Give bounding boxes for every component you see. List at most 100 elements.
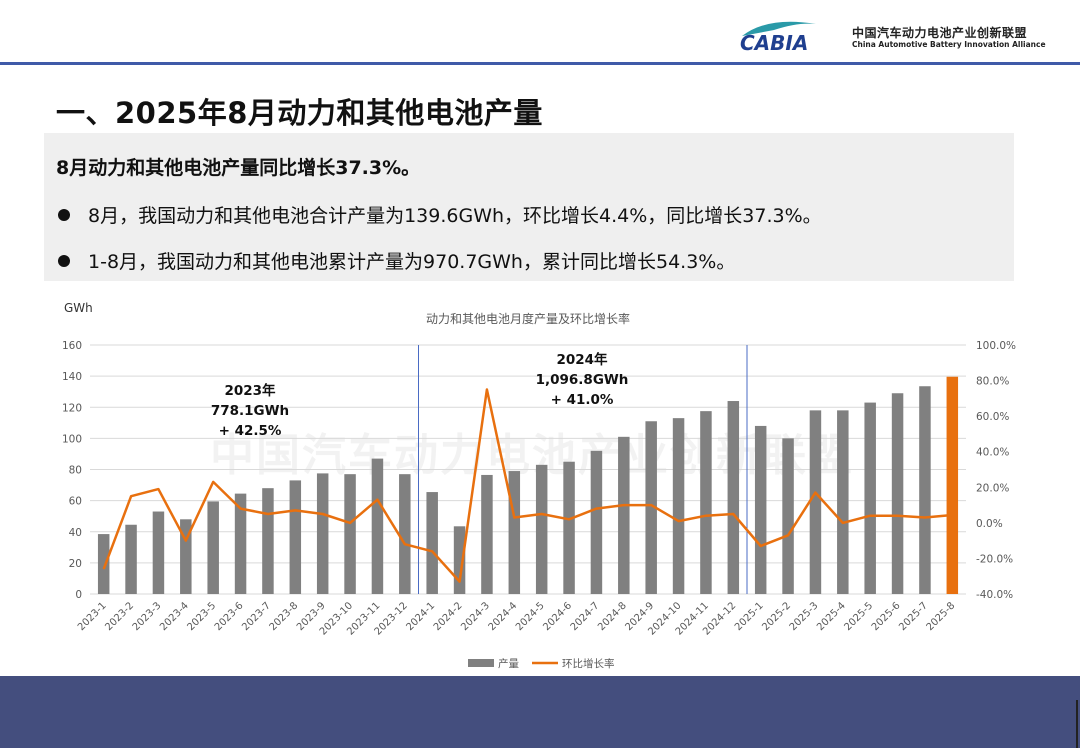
bar bbox=[946, 376, 959, 594]
annotation-year: 2024年 bbox=[556, 351, 608, 368]
y2-tick-label: 80.0% bbox=[976, 376, 1009, 388]
bar bbox=[645, 421, 657, 594]
y2-tick-label: 20.0% bbox=[976, 482, 1009, 494]
legend-bar-label: 产量 bbox=[498, 657, 519, 670]
x-tick-label: 2025-5 bbox=[842, 600, 875, 633]
y2-tick-label: 40.0% bbox=[976, 447, 1009, 459]
annotation-growth: + 42.5% bbox=[219, 423, 282, 439]
annotation-growth: + 41.0% bbox=[551, 392, 614, 408]
bullet-dot bbox=[58, 254, 70, 267]
bar bbox=[782, 438, 794, 594]
y-axis-label: GWh bbox=[64, 301, 93, 315]
x-tick-label: 2025-7 bbox=[897, 600, 930, 633]
bar bbox=[399, 474, 411, 594]
production-chart: 中国汽车动力电池产业创新联盟020406080100120140160-40.0… bbox=[62, 301, 1016, 670]
summary-headline: 8月动力和其他电池产量同比增长37.3%。 bbox=[56, 157, 421, 179]
y2-tick-label: 0.0% bbox=[976, 518, 1003, 530]
x-tick-label: 2024-7 bbox=[569, 600, 602, 633]
bullet-text: 1-8月，我国动力和其他电池累计产量为970.7GWh，累计同比增长54.3%。 bbox=[88, 251, 736, 273]
bar bbox=[754, 425, 767, 594]
bar bbox=[891, 393, 904, 594]
bar bbox=[262, 488, 274, 594]
bar bbox=[919, 386, 931, 594]
y-tick-label: 40 bbox=[69, 527, 82, 539]
x-tick-label: 2024-1 bbox=[404, 600, 437, 633]
growth-line bbox=[102, 388, 953, 583]
cabia-logo: CABIA bbox=[740, 21, 816, 54]
bar bbox=[809, 410, 822, 594]
y-tick-label: 80 bbox=[69, 465, 82, 477]
x-tick-label: 2024-3 bbox=[459, 600, 492, 633]
bar bbox=[535, 464, 548, 594]
y-tick-label: 160 bbox=[62, 340, 82, 352]
bar bbox=[152, 511, 165, 594]
x-tick-label: 2023-7 bbox=[240, 600, 273, 633]
bar bbox=[563, 461, 575, 594]
summary-bullet: 8月，我国动力和其他电池合计产量为139.6GWh，环比增长4.4%，同比增长3… bbox=[56, 201, 822, 228]
x-tick-label: 2023-3 bbox=[131, 600, 164, 633]
legend-line-label: 环比增长率 bbox=[562, 657, 615, 670]
y-tick-label: 100 bbox=[62, 433, 82, 445]
bar bbox=[508, 471, 521, 594]
footer-bar bbox=[0, 676, 1080, 748]
bar bbox=[727, 401, 740, 594]
x-tick-label: 2023-6 bbox=[213, 600, 246, 633]
x-tick-label: 2025-2 bbox=[760, 600, 793, 633]
annotation-total: 1,096.8GWh bbox=[536, 372, 629, 388]
x-tick-label: 2023-2 bbox=[103, 600, 136, 633]
bar bbox=[453, 526, 466, 594]
org-name-cn: 中国汽车动力电池产业创新联盟 bbox=[852, 26, 1028, 40]
y-tick-label: 0 bbox=[75, 589, 82, 601]
y2-tick-label: -20.0% bbox=[976, 553, 1013, 565]
bar bbox=[426, 492, 438, 594]
x-tick-label: 2024-8 bbox=[596, 600, 629, 633]
org-name-en: China Automotive Battery Innovation Alli… bbox=[852, 40, 1046, 49]
footer-edge bbox=[1076, 700, 1078, 748]
x-tick-label: 2025-4 bbox=[815, 600, 848, 633]
y2-tick-label: 60.0% bbox=[976, 411, 1009, 423]
annotation-total: 778.1GWh bbox=[211, 403, 289, 419]
bar bbox=[371, 458, 384, 594]
x-tick-label: 2024-6 bbox=[541, 600, 574, 633]
header-rule bbox=[0, 62, 1080, 65]
bar bbox=[180, 519, 192, 594]
bullet-text: 8月，我国动力和其他电池合计产量为139.6GWh，环比增长4.4%，同比增长3… bbox=[88, 205, 822, 227]
x-tick-label: 2023-8 bbox=[268, 600, 301, 633]
bar bbox=[618, 436, 630, 594]
bar bbox=[837, 410, 849, 594]
x-tick-label: 2023-1 bbox=[76, 600, 109, 633]
x-tick-label: 2025-8 bbox=[925, 600, 958, 633]
bar bbox=[590, 450, 603, 594]
x-tick-label: 2025-1 bbox=[733, 600, 766, 633]
summary-box: 8月动力和其他电池产量同比增长37.3%。 8月，我国动力和其他电池合计产量为1… bbox=[44, 133, 1014, 281]
bullet-dot bbox=[58, 208, 70, 221]
x-tick-label: 2024-5 bbox=[514, 600, 547, 633]
y-tick-label: 60 bbox=[69, 496, 82, 508]
bar bbox=[700, 411, 712, 594]
bar bbox=[234, 493, 247, 594]
y-tick-label: 140 bbox=[62, 371, 82, 383]
x-tick-label: 2024-2 bbox=[432, 600, 465, 633]
bar bbox=[316, 473, 329, 594]
bar bbox=[207, 501, 219, 594]
y2-tick-label: 100.0% bbox=[976, 340, 1016, 352]
y-tick-label: 20 bbox=[69, 558, 82, 570]
x-tick-label: 2023-4 bbox=[158, 600, 191, 633]
page-title: 一、2025年8月动力和其他电池产量 bbox=[56, 96, 543, 130]
y2-tick-label: -40.0% bbox=[976, 589, 1013, 601]
bar bbox=[97, 534, 110, 594]
bar bbox=[125, 524, 137, 594]
bar bbox=[344, 474, 356, 594]
x-tick-label: 2023-5 bbox=[185, 600, 218, 633]
bar bbox=[864, 402, 876, 594]
summary-bullet: 1-8月，我国动力和其他电池累计产量为970.7GWh，累计同比增长54.3%。 bbox=[56, 247, 735, 274]
x-tick-label: 2025-3 bbox=[788, 600, 821, 633]
logo-swoosh bbox=[742, 21, 816, 36]
chart-title: 动力和其他电池月度产量及环比增长率 bbox=[426, 311, 630, 326]
bar bbox=[289, 480, 302, 594]
y-tick-label: 120 bbox=[62, 402, 82, 414]
bar bbox=[481, 474, 493, 594]
legend-bar-swatch bbox=[468, 659, 494, 667]
annotation-year: 2023年 bbox=[224, 382, 276, 399]
x-tick-label: 2024-4 bbox=[487, 600, 520, 633]
